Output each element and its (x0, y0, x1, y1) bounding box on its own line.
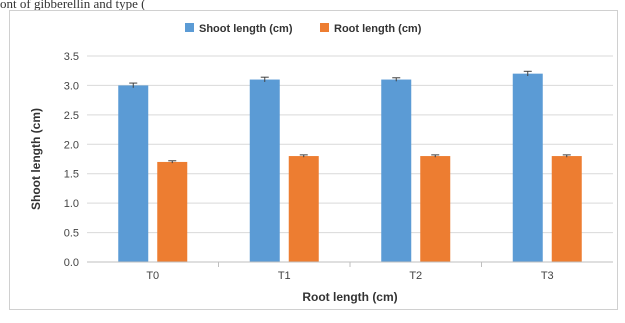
y-tick-label: 1.5 (64, 169, 79, 181)
root-length-bar-t2 (420, 156, 451, 262)
x-tick-label: T3 (541, 270, 554, 282)
root-length-bar-t0 (157, 161, 188, 262)
y-tick-label: 3.5 (64, 51, 79, 63)
x-tick-label: T0 (146, 270, 159, 282)
bars (118, 70, 582, 263)
x-tick-label: T2 (409, 270, 422, 282)
y-tick-label: 2.5 (64, 110, 79, 122)
caption-fragment: ont of gibberellin and type ( (0, 0, 146, 10)
root-length-bar-t3 (551, 156, 582, 262)
x-axis-title: Root length (cm) (302, 290, 397, 304)
y-axis-ticks: 0.0 0.5 1.0 1.5 2.0 2.5 3.0 3.5 (64, 51, 79, 269)
y-tick-label: 1.0 (64, 198, 79, 210)
legend-swatch (185, 23, 194, 32)
shoot-length-bar-t2 (381, 79, 412, 263)
y-tick-label: 0.5 (64, 228, 79, 240)
y-tick-label: 0.0 (64, 257, 79, 269)
root-length-bar-t1 (288, 156, 319, 262)
legend-swatch (320, 23, 329, 32)
y-tick-label: 2.0 (64, 139, 79, 151)
shoot-length-bar-t3 (512, 73, 543, 263)
x-axis-ticks: T0 T1 T2 T3 (146, 262, 554, 282)
legend-label: Root length (cm) (334, 23, 422, 35)
x-tick-label: T1 (278, 270, 291, 282)
legend-label: Shoot length (cm) (199, 23, 293, 35)
y-tick-label: 3.0 (64, 80, 79, 92)
shoot-length-bar-t1 (249, 79, 280, 263)
shoot-length-bar-t0 (118, 85, 149, 262)
y-axis-title: Shoot length (cm) (29, 108, 43, 210)
legend: Shoot length (cm) Root length (cm) (185, 23, 422, 35)
